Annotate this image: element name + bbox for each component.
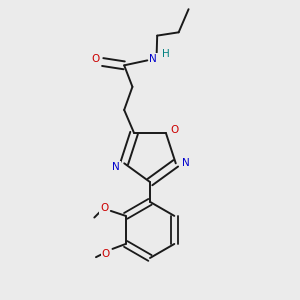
Text: O: O	[102, 249, 110, 259]
Text: N: N	[112, 162, 120, 172]
Text: N: N	[182, 158, 190, 168]
Text: O: O	[170, 125, 178, 135]
Text: H: H	[162, 50, 169, 59]
Text: N: N	[149, 54, 157, 64]
Text: O: O	[100, 203, 108, 213]
Text: O: O	[91, 54, 100, 64]
